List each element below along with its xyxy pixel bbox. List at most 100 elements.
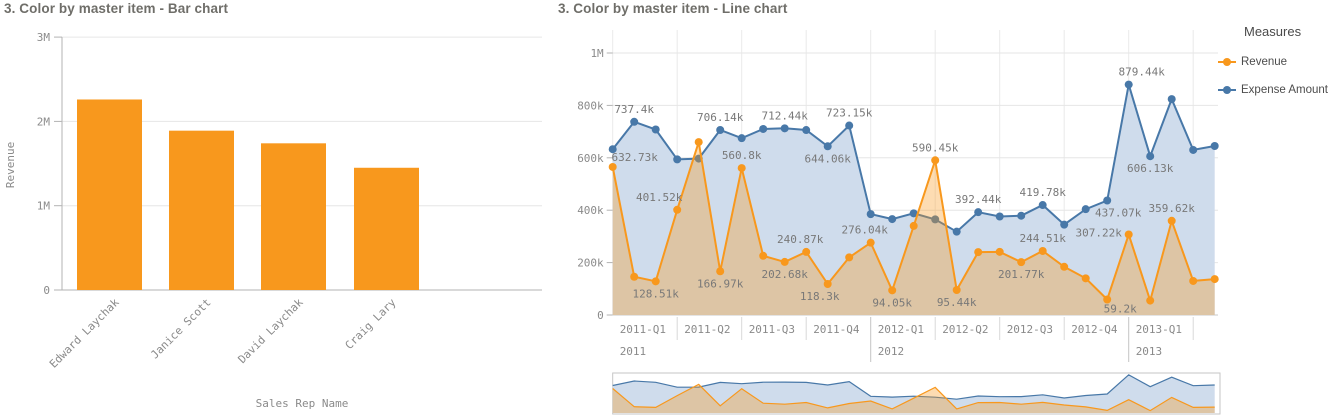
expense-point[interactable] <box>1038 201 1047 210</box>
revenue-point[interactable] <box>1081 274 1090 283</box>
bar-edward-laychak[interactable] <box>77 99 142 291</box>
y-tick-label: 200k <box>577 257 604 270</box>
y-tick-label: 400k <box>577 204 604 217</box>
bar-janice-scott[interactable] <box>169 130 234 290</box>
revenue-point[interactable] <box>845 253 854 262</box>
expense-point[interactable] <box>866 210 875 219</box>
expense-point[interactable] <box>974 208 983 217</box>
revenue-point[interactable] <box>952 285 961 294</box>
revenue-point[interactable] <box>1038 246 1047 255</box>
expense-point[interactable] <box>1146 152 1155 161</box>
y-tick-label: 3M <box>37 31 51 44</box>
point-label: 644.06k <box>805 152 852 165</box>
revenue-point[interactable] <box>1189 276 1198 285</box>
revenue-point[interactable] <box>1103 295 1112 304</box>
x-category-label: David Laychak <box>236 296 306 366</box>
y-tick-label: 1M <box>37 200 51 213</box>
data-labels: 632.73k 737.4k 128.51k 401.52k 166.97k 706.14… <box>612 66 1196 316</box>
expense-point[interactable] <box>780 124 789 133</box>
legend-item-expense-amount[interactable]: Expense Amount <box>1218 76 1338 104</box>
line-chart[interactable]: 0 200k 400k 600k 800k 1M 2011-Q1 2011-Q2 2011-Q3… <box>556 0 1339 419</box>
expense-point[interactable] <box>651 125 660 134</box>
point-label: 359.62k <box>1149 202 1196 215</box>
x-year-label: 2012 <box>878 345 905 358</box>
point-label: 879.44k <box>1119 66 1166 79</box>
revenue-point[interactable] <box>694 138 703 147</box>
bar-david-laychak[interactable] <box>261 143 326 290</box>
x-year-label: 2013 <box>1136 345 1163 358</box>
expense-point[interactable] <box>716 125 725 134</box>
x-quarter-label: 2012-Q3 <box>1007 323 1053 336</box>
line-chart-title: 3. Color by master item - Line chart <box>558 1 788 16</box>
revenue-point[interactable] <box>1146 296 1155 305</box>
expense-point[interactable] <box>673 155 682 164</box>
expense-point[interactable] <box>995 212 1004 221</box>
x-axis-labels: 2011-Q1 2011-Q2 2011-Q3 2011-Q4 2012-Q1 2012-… <box>620 317 1194 362</box>
revenue-point[interactable] <box>802 247 811 256</box>
legend-title: Measures <box>1244 24 1302 39</box>
revenue-point[interactable] <box>888 286 897 295</box>
x-category-label: Edward Laychak <box>47 296 122 371</box>
expense-point[interactable] <box>1167 95 1176 104</box>
bar-chart-panel: 3. Color by master item - Bar chart 0 1M 2… <box>0 0 556 419</box>
point-label: 723.15k <box>826 107 873 120</box>
legend-item-revenue[interactable]: Revenue <box>1218 48 1338 76</box>
mini-revenue-line <box>612 383 1215 412</box>
legend-marker-icon <box>1218 58 1236 66</box>
revenue-point[interactable] <box>673 205 682 214</box>
expense-point[interactable] <box>1189 145 1198 154</box>
y-tick-label: 0 <box>597 309 604 322</box>
x-category-label: Janice Scott <box>148 296 213 361</box>
mini-navigator[interactable] <box>612 372 1221 415</box>
bar-x-labels: Edward Laychak Janice Scott David Laychak C… <box>47 296 399 371</box>
expense-point[interactable] <box>1060 220 1069 229</box>
point-label: 401.52k <box>636 191 683 204</box>
revenue-point[interactable] <box>716 267 725 276</box>
revenue-point[interactable] <box>974 248 983 257</box>
point-label: 94.05k <box>872 296 912 309</box>
expense-point[interactable] <box>759 124 768 133</box>
revenue-point[interactable] <box>608 162 617 171</box>
revenue-point[interactable] <box>1167 216 1176 225</box>
y-tick-label: 2M <box>37 115 51 128</box>
expense-point[interactable] <box>1081 205 1090 214</box>
expense-point[interactable] <box>952 227 961 236</box>
y-tick-label: 1M <box>590 47 604 60</box>
expense-point[interactable] <box>845 121 854 130</box>
revenue-point[interactable] <box>780 257 789 266</box>
revenue-point[interactable] <box>909 221 918 230</box>
revenue-point[interactable] <box>931 156 940 165</box>
mini-expense-line <box>612 374 1215 400</box>
bar-craig-lary[interactable] <box>354 167 419 290</box>
x-axis-title: Sales Rep Name <box>256 397 349 410</box>
point-label: 706.14k <box>697 111 744 124</box>
expense-point[interactable] <box>888 215 897 224</box>
expense-point[interactable] <box>737 134 746 143</box>
point-label: 166.97k <box>697 277 744 290</box>
x-quarter-label: 2012-Q2 <box>942 323 988 336</box>
revenue-point[interactable] <box>759 251 768 260</box>
expense-point[interactable] <box>1124 80 1133 89</box>
expense-point[interactable] <box>630 117 639 126</box>
x-quarter-label: 2011-Q2 <box>684 323 730 336</box>
point-label: 201.77k <box>998 268 1045 281</box>
revenue-point[interactable] <box>630 272 639 281</box>
revenue-point[interactable] <box>737 164 746 173</box>
expense-point[interactable] <box>909 209 918 218</box>
revenue-point[interactable] <box>823 280 832 289</box>
expense-point[interactable] <box>931 215 940 224</box>
revenue-point[interactable] <box>1017 258 1026 267</box>
bar-chart[interactable]: 0 1M 2M 3M Edward Laychak Janice Scott David L… <box>0 0 556 419</box>
expense-point[interactable] <box>1103 196 1112 205</box>
revenue-point[interactable] <box>1124 230 1133 239</box>
expense-point[interactable] <box>802 126 811 135</box>
expense-point[interactable] <box>1017 211 1026 220</box>
revenue-point[interactable] <box>1060 262 1069 271</box>
expense-point[interactable] <box>1210 142 1219 151</box>
revenue-point[interactable] <box>995 247 1004 256</box>
expense-point[interactable] <box>608 145 617 154</box>
expense-point[interactable] <box>823 142 832 151</box>
revenue-point[interactable] <box>866 238 875 247</box>
revenue-point[interactable] <box>1210 275 1219 284</box>
revenue-point[interactable] <box>651 277 660 286</box>
